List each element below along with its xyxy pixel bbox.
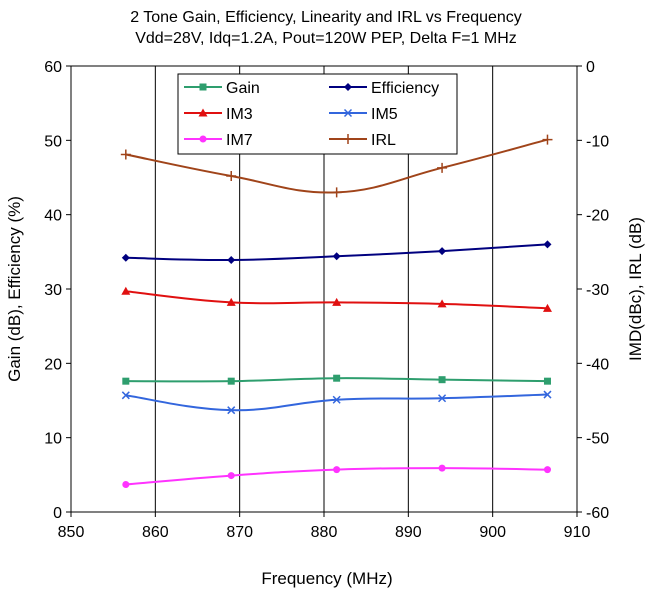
x-axis: 850 860 870 880 890 900 910 (58, 512, 591, 541)
data-point-irl-1 (226, 171, 237, 182)
data-point-irl-0 (120, 149, 131, 160)
x-tick-label: 850 (58, 524, 85, 541)
data-point-im5-3 (438, 394, 447, 403)
data-point-efficiency-4 (543, 240, 552, 249)
legend-marker-im3 (198, 108, 208, 117)
y2-tick-label: -40 (586, 356, 609, 373)
y2-tick-label: 0 (586, 59, 595, 76)
y2-tick-label: -30 (586, 282, 609, 299)
series-im5 (121, 390, 552, 415)
data-point-im3-0 (121, 286, 131, 295)
y-axis-label: Gain (dB), Efficiency (%) (5, 196, 24, 382)
data-point-im7-0 (122, 480, 130, 488)
series-im3 (121, 286, 552, 312)
data-point-im5-0 (121, 391, 130, 400)
y-tick-label: 60 (44, 59, 62, 76)
series-irl (120, 134, 553, 198)
data-point-im3-4 (542, 303, 552, 312)
right-axis: -60 -50 -40 -30 -20 -10 0 (577, 59, 609, 522)
data-point-efficiency-2 (332, 252, 341, 261)
data-point-im3-3 (437, 299, 447, 308)
x-tick-label: 910 (564, 524, 591, 541)
data-point-im5-4 (543, 390, 552, 399)
chart-title: 2 Tone Gain, Efficiency, Linearity and I… (130, 9, 522, 26)
legend-label-im7: IM7 (226, 132, 253, 149)
left-axis: 0 10 20 30 40 50 60 (44, 59, 71, 522)
x-tick-label: 860 (142, 524, 169, 541)
y2-axis-label: IMD(dBc), IRL (dB) (626, 217, 645, 361)
data-point-im5-1 (227, 406, 236, 415)
data-point-gain-2 (333, 374, 341, 382)
y-tick-label: 0 (53, 505, 62, 522)
legend-marker-im5 (343, 108, 353, 118)
legend: Gain Efficiency IM3 IM5 IM7 IRL (177, 73, 458, 155)
y-tick-label: 30 (44, 282, 62, 299)
y-tick-label: 50 (44, 133, 62, 150)
legend-item-im7: IM7 (184, 132, 253, 149)
legend-label-irl: IRL (371, 132, 396, 149)
data-point-irl-3 (437, 162, 448, 173)
legend-label-efficiency: Efficiency (371, 80, 439, 97)
series-layer (120, 134, 553, 488)
data-point-efficiency-3 (438, 247, 447, 256)
data-point-gain-1 (227, 377, 235, 385)
legend-item-im5: IM5 (329, 106, 398, 123)
chart-subtitle: Vdd=28V, Idq=1.2A, Pout=120W PEP, Delta … (135, 30, 517, 47)
data-point-im7-1 (227, 472, 235, 480)
y-tick-label: 20 (44, 356, 62, 373)
data-point-irl-4 (542, 134, 553, 145)
legend-item-irl: IRL (329, 132, 396, 149)
data-point-efficiency-1 (227, 256, 236, 265)
legend-marker-gain (199, 83, 207, 91)
data-point-im3-2 (332, 297, 342, 306)
y-tick-label: 10 (44, 431, 62, 448)
y2-tick-label: -20 (586, 208, 609, 225)
x-tick-label: 870 (226, 524, 253, 541)
data-point-irl-2 (331, 187, 342, 198)
series-efficiency (121, 240, 552, 265)
data-point-im5-2 (332, 395, 341, 404)
y2-tick-label: -50 (586, 431, 609, 448)
legend-marker-im7 (199, 135, 207, 143)
series-gain (122, 374, 551, 385)
x-tick-label: 900 (479, 524, 506, 541)
x-tick-label: 880 (311, 524, 338, 541)
legend-item-efficiency: Efficiency (329, 80, 439, 97)
x-axis-label: Frequency (MHz) (261, 569, 392, 588)
data-point-efficiency-0 (121, 253, 130, 262)
y2-tick-label: -10 (586, 133, 609, 150)
legend-label-gain: Gain (226, 80, 260, 97)
legend-item-im3: IM3 (184, 106, 253, 123)
data-point-gain-4 (543, 377, 551, 385)
x-tick-label: 890 (395, 524, 422, 541)
y-tick-label: 40 (44, 208, 62, 225)
series-line-im5 (125, 393, 548, 412)
legend-marker-irl (343, 134, 353, 144)
data-point-im7-4 (543, 466, 551, 474)
data-point-im7-2 (333, 466, 341, 474)
y2-tick-label: -60 (586, 505, 609, 522)
data-point-gain-3 (438, 376, 446, 384)
legend-label-im5: IM5 (371, 106, 398, 123)
series-im7 (122, 464, 551, 488)
legend-label-im3: IM3 (226, 106, 253, 123)
legend-item-gain: Gain (184, 80, 260, 97)
data-point-gain-0 (122, 377, 130, 385)
legend-marker-efficiency (344, 83, 352, 91)
data-point-im3-1 (226, 297, 236, 306)
data-point-im7-3 (438, 464, 446, 472)
legend-box (177, 73, 458, 155)
